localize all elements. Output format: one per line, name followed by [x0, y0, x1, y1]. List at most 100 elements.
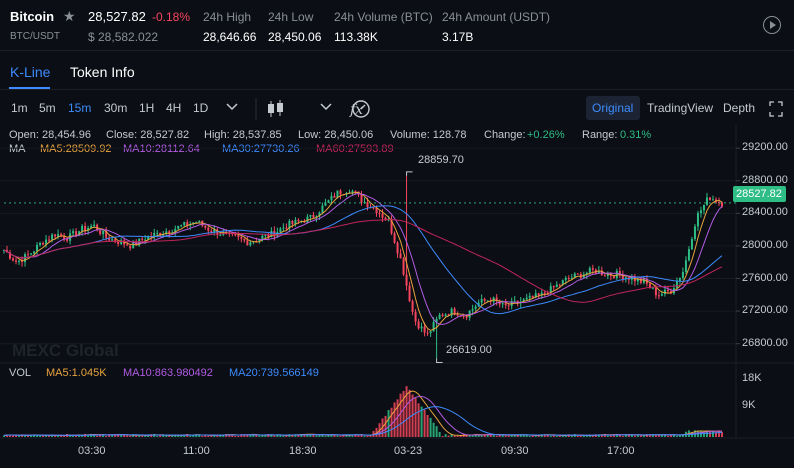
volume-bar	[510, 434, 513, 437]
volume-bar	[396, 399, 399, 437]
candle-body	[12, 258, 15, 261]
pair-label: BTC/USDT	[10, 31, 60, 42]
interval-15m[interactable]: 15m	[68, 101, 92, 115]
candle-body	[219, 234, 222, 236]
volume-bar	[672, 434, 675, 437]
candle-body	[618, 271, 621, 275]
play-icon[interactable]	[763, 16, 781, 34]
candle-body	[696, 213, 699, 227]
candle-body	[474, 306, 477, 309]
volume-bar	[189, 435, 192, 437]
volume-bar	[519, 434, 522, 437]
volume-bar	[321, 433, 324, 437]
time-label: 03:30	[78, 445, 106, 457]
candle-body	[642, 279, 645, 283]
candle-body	[588, 268, 591, 273]
candle-body	[132, 242, 135, 249]
candle-body	[78, 231, 81, 236]
volume-bar	[495, 435, 498, 437]
volume-bar	[648, 434, 651, 437]
candle-body	[33, 251, 36, 254]
candle-body	[174, 228, 177, 233]
volume-bar	[21, 434, 24, 437]
candle-body	[543, 292, 546, 294]
volume-bar	[642, 435, 645, 437]
volume-bar	[591, 435, 594, 437]
candle-body	[684, 260, 687, 273]
volume-bar	[117, 434, 120, 437]
volume-bar	[36, 434, 39, 437]
ohlc-low: Low: 28,450.06	[298, 129, 374, 141]
volume-bar	[486, 434, 489, 437]
view-tradingview[interactable]: TradingView	[647, 101, 714, 115]
candle-body	[324, 202, 327, 206]
vol-ma10-legend: MA10:863.980492	[123, 367, 213, 379]
candle-body	[432, 322, 435, 332]
volume-bar	[363, 435, 366, 437]
candle-body	[675, 280, 678, 289]
ma60-legend: MA60:27593.89	[316, 143, 394, 155]
volume-bar	[393, 402, 396, 437]
volume-bar	[279, 435, 282, 437]
volume-bar	[483, 434, 486, 437]
candle-body	[315, 216, 318, 218]
volume-bar	[252, 434, 255, 437]
volume-bar	[423, 409, 426, 437]
candle-body	[267, 234, 270, 237]
volume-bar	[312, 434, 315, 437]
candle-body	[321, 205, 324, 213]
candle-body	[180, 225, 183, 227]
volume-bar	[258, 435, 261, 437]
volume-bar	[447, 435, 450, 437]
tab-token-info[interactable]: Token Info	[70, 64, 135, 80]
interval-30m[interactable]: 30m	[104, 101, 128, 115]
volume-bar	[702, 431, 705, 437]
volume-bar	[9, 434, 12, 437]
interval-1d[interactable]: 1D	[193, 101, 209, 115]
candle-body	[84, 225, 87, 231]
candle-body	[540, 292, 543, 296]
candle-body	[330, 195, 333, 201]
candle-body	[99, 230, 102, 235]
candle-body	[597, 270, 600, 274]
candle-body	[285, 227, 288, 229]
interval-4h[interactable]: 4H	[166, 101, 182, 115]
view-depth[interactable]: Depth	[723, 101, 756, 115]
candle-body	[504, 303, 507, 306]
candle-body	[246, 240, 249, 246]
candle-body	[429, 331, 432, 334]
volume-bar	[147, 434, 150, 437]
volume-bar	[504, 435, 507, 437]
candle-body	[426, 332, 429, 334]
volume-bar	[552, 435, 555, 437]
stat-high-value: 28,646.66	[203, 30, 257, 44]
candle-body	[564, 277, 567, 281]
volume-bar	[411, 394, 414, 437]
volume-bar	[633, 435, 636, 437]
price-axis-label: 26800.00	[742, 336, 788, 349]
ohlc-high: High: 28,537.85	[204, 129, 282, 141]
volume-bar	[609, 435, 612, 437]
volume-bar	[309, 434, 312, 437]
high-marker-arrow	[406, 171, 413, 176]
candle-body	[609, 274, 612, 276]
volume-bar	[48, 435, 51, 437]
volume-bar	[195, 434, 198, 437]
favorite-star-icon[interactable]: ★	[63, 8, 76, 24]
volume-bar	[237, 435, 240, 437]
interval-1m[interactable]: 1m	[11, 101, 28, 115]
volume-bar	[348, 434, 351, 437]
candle-body	[549, 286, 552, 295]
volume-bar	[420, 406, 423, 437]
volume-bar	[222, 435, 225, 437]
interval-5m[interactable]: 5m	[39, 101, 56, 115]
volume-bar	[549, 435, 552, 437]
tab-kline[interactable]: K-Line	[10, 64, 51, 80]
volume-bar	[294, 434, 297, 437]
candle-body	[318, 212, 321, 217]
interval-1h[interactable]: 1H	[139, 101, 155, 115]
candle-body	[639, 278, 642, 283]
stat-low-value: 28,450.06	[268, 30, 322, 44]
view-original[interactable]: Original	[592, 101, 634, 115]
